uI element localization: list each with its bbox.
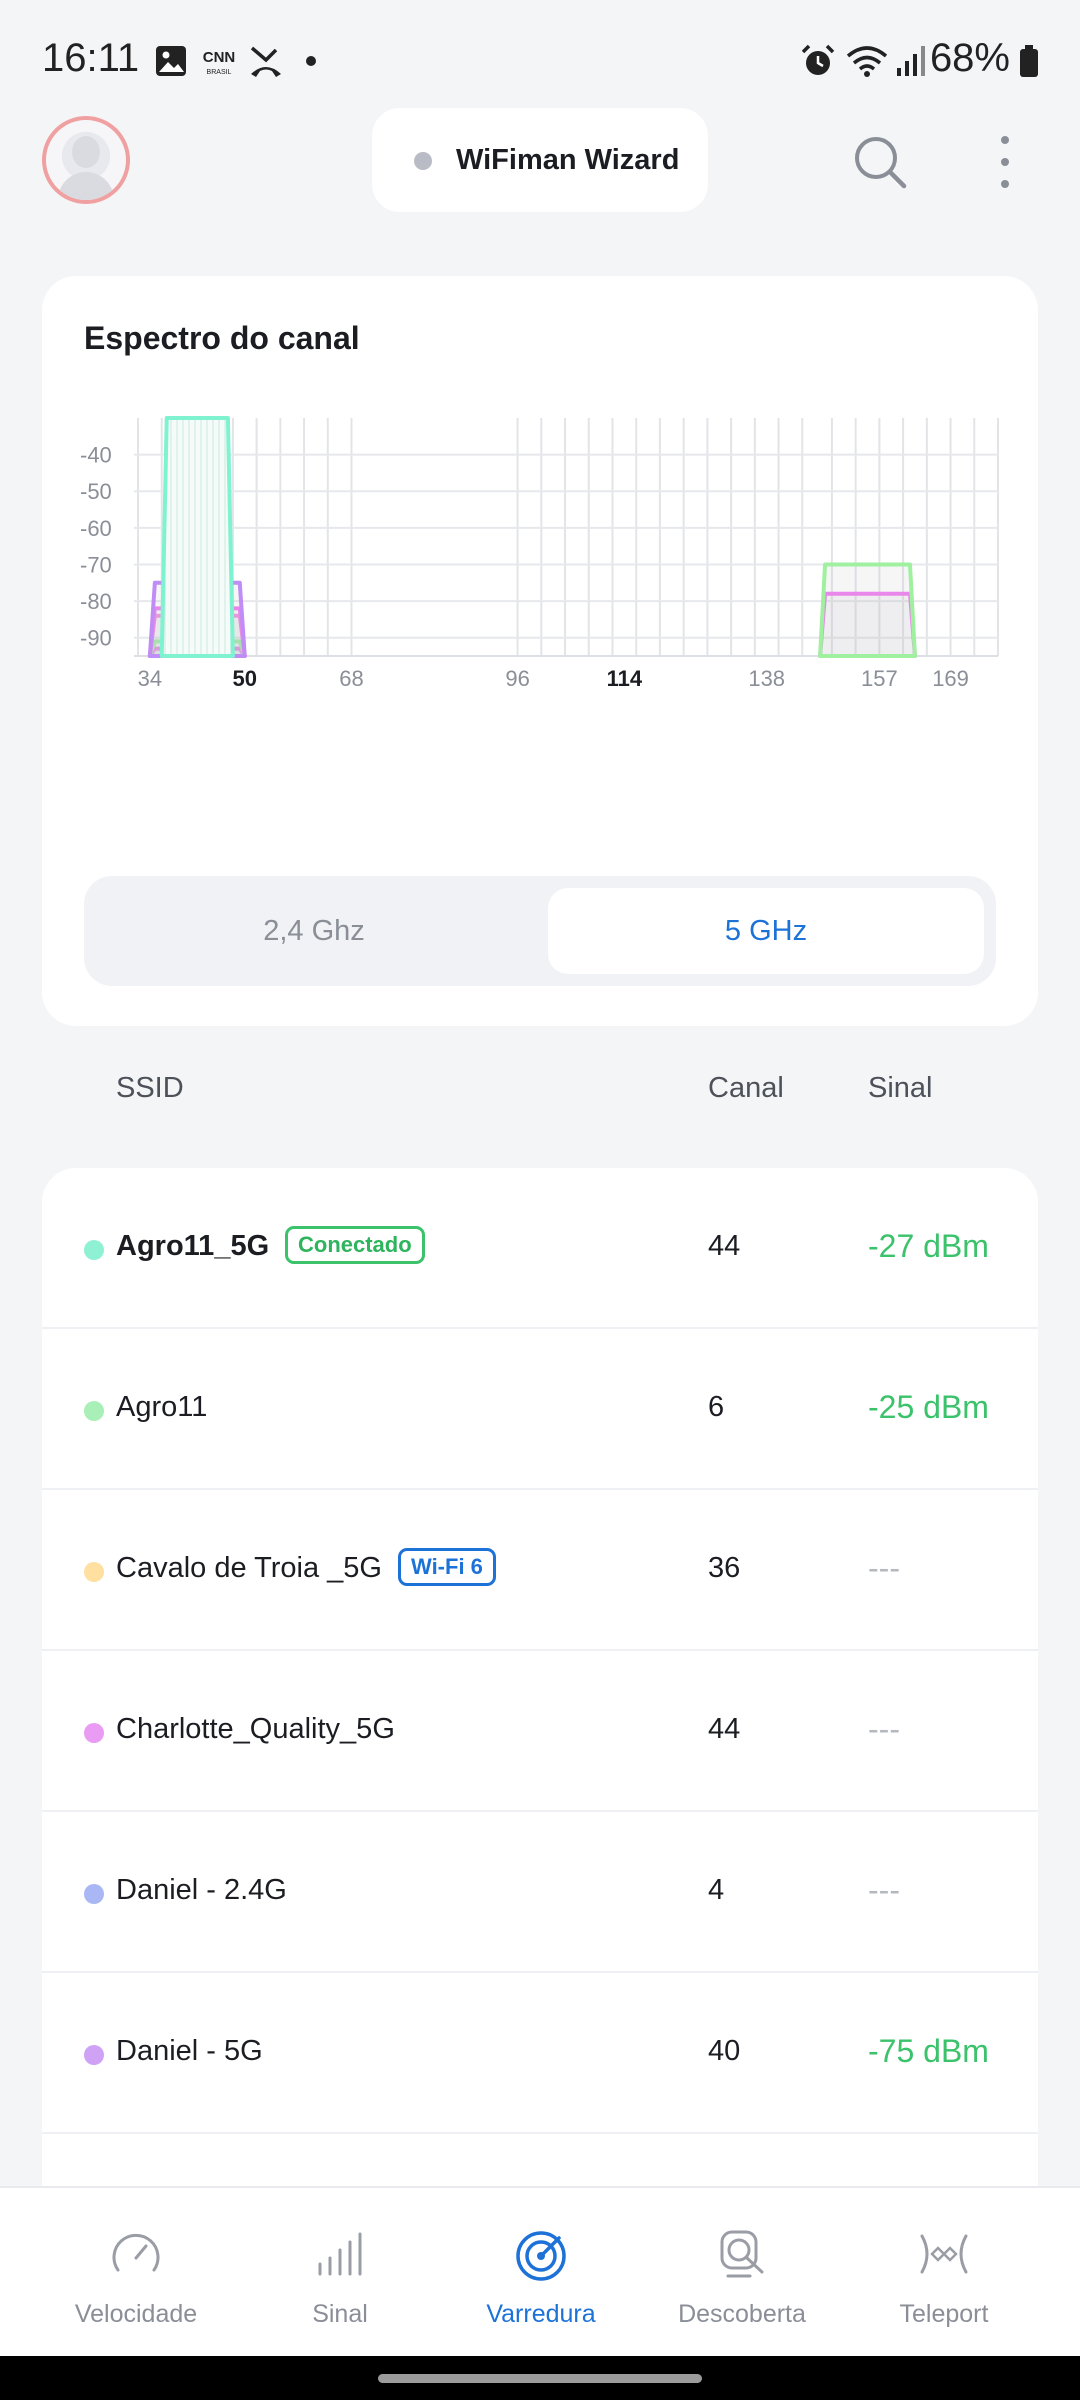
speedometer-icon — [112, 2233, 160, 2272]
chart-x-tick-label: 34 — [138, 666, 162, 691]
network-row[interactable]: Daniel - 2.4G 4 --- — [42, 1812, 1038, 1973]
network-color-dot — [84, 1884, 104, 1904]
network-color-dot — [84, 1240, 104, 1260]
network-signal: -27 dBm — [868, 1228, 989, 1264]
chart-y-tick-label: -70 — [80, 552, 112, 577]
network-ssid: Daniel - 2.4G — [116, 1874, 287, 1906]
network-signal: --- — [868, 1711, 900, 1747]
signal-bars-icon — [318, 2232, 362, 2276]
connected-badge: Conectado — [285, 1226, 425, 1264]
chart-x-tick-label: 138 — [748, 666, 785, 691]
column-header-canal[interactable]: Canal — [708, 1072, 784, 1104]
band-option-5ghz[interactable]: 5 GHz — [548, 888, 984, 974]
network-ssid: Daniel - 5G — [116, 2035, 263, 2067]
wifiman-wizard-button[interactable]: WiFiman Wizard — [372, 108, 708, 212]
bottom-navigation: Velocidade Sinal Varredura Descoberta Te… — [0, 2186, 1080, 2356]
network-signal: --- — [868, 1872, 900, 1908]
nav-label-sinal: Sinal — [312, 2300, 368, 2328]
chart-x-tick-label: 96 — [505, 666, 529, 691]
column-header-ssid[interactable]: SSID — [116, 1072, 184, 1104]
network-signal: --- — [868, 1550, 900, 1586]
chart-x-tick-label: 50 — [233, 666, 257, 691]
wizard-label: WiFiman Wizard — [456, 144, 680, 176]
wifi6-badge: Wi-Fi 6 — [398, 1548, 496, 1586]
status-bar: 16:11 CNN BRASIL 68% — [0, 0, 1080, 120]
chart-y-tick-label: -40 — [80, 443, 112, 468]
svg-text:CNN: CNN — [203, 49, 236, 66]
gallery-icon — [156, 46, 186, 76]
network-channel: 6 — [708, 1391, 725, 1423]
battery-percentage: 68% — [929, 36, 1010, 80]
nav-item-sinal[interactable]: Sinal — [240, 2188, 440, 2358]
nav-label-teleport: Teleport — [899, 2300, 989, 2328]
home-indicator[interactable] — [378, 2374, 702, 2383]
nav-label-varredura: Varredura — [486, 2300, 596, 2328]
missed-call-icon — [250, 46, 281, 77]
network-ssid: Agro11_5G — [116, 1230, 270, 1262]
wifi-icon — [846, 46, 888, 77]
battery-icon — [1020, 45, 1038, 77]
cell-signal-icon — [897, 46, 925, 76]
network-row[interactable]: Agro11 6 -25 dBm — [42, 1329, 1038, 1490]
nav-label-descoberta: Descoberta — [678, 2300, 806, 2328]
band-toggle: 2,4 Ghz 5 GHz — [84, 876, 996, 986]
cnn-brasil-icon: CNN BRASIL — [203, 49, 236, 76]
chart-x-tick-label: 114 — [607, 666, 643, 691]
network-row[interactable]: Agro11_5G Conectado 44 -27 dBm — [42, 1168, 1038, 1329]
network-channel: 44 — [708, 1713, 741, 1745]
network-list: Agro11_5G Conectado 44 -27 dBm Agro11 6 -25 dB… — [42, 1168, 1038, 2188]
chart-y-tick-label: -80 — [80, 589, 112, 614]
nav-item-teleport[interactable]: Teleport — [844, 2188, 1044, 2358]
chart-y-tick-label: -50 — [80, 479, 112, 504]
avatar[interactable] — [42, 116, 130, 204]
column-header-sinal[interactable]: Sinal — [868, 1072, 933, 1104]
teleport-icon — [920, 2234, 968, 2274]
network-signal: -25 dBm — [868, 1389, 989, 1425]
device-search-icon — [720, 2230, 764, 2278]
network-ssid: Cavalo de Troia _5G — [116, 1552, 382, 1584]
network-row[interactable]: Daniel - 5G 40 -75 dBm — [42, 1973, 1038, 2134]
band-option-2-4ghz[interactable]: 2,4 Ghz — [263, 915, 365, 947]
search-icon[interactable] — [852, 134, 908, 190]
status-time: 16:11 — [42, 36, 140, 80]
chart-y-tick-label: -90 — [80, 626, 112, 651]
system-navigation-bar — [0, 2356, 1080, 2400]
alarm-icon — [801, 44, 835, 75]
chart-x-tick-label: 68 — [339, 666, 363, 691]
network-color-dot — [84, 1401, 104, 1421]
network-signal: -75 dBm — [868, 2033, 989, 2069]
notification-dot-icon — [306, 56, 316, 66]
avatar-head-shape — [72, 136, 100, 168]
nav-item-varredura[interactable]: Varredura — [441, 2188, 641, 2358]
wizard-status-dot — [414, 152, 432, 170]
avatar-body-shape — [58, 172, 114, 200]
nav-item-velocidade[interactable]: Velocidade — [36, 2188, 236, 2358]
network-color-dot — [84, 1562, 104, 1582]
network-channel: 36 — [708, 1552, 741, 1584]
chart-x-tick-label: 157 — [861, 666, 898, 691]
network-channel: 4 — [708, 1874, 725, 1906]
channel-spectrum-card: Espectro do canal -40 -50 -60 -70 -80 -90 34 50… — [42, 276, 1038, 1026]
chart-y-tick-label: -60 — [80, 516, 112, 541]
network-color-dot — [84, 1723, 104, 1743]
network-color-dot — [84, 2045, 104, 2065]
network-row[interactable]: Charlotte_Quality_5G 44 --- — [42, 1651, 1038, 1812]
radar-icon — [516, 2231, 566, 2281]
svg-text:BRASIL: BRASIL — [207, 69, 232, 76]
nav-label-velocidade: Velocidade — [74, 2300, 198, 2328]
network-ssid: Agro11 — [116, 1391, 208, 1423]
chart-channel-trapezoid — [159, 416, 235, 658]
network-row[interactable]: Cavalo de Troia _5G Wi-Fi 6 36 --- — [42, 1490, 1038, 1651]
more-vert-icon[interactable] — [990, 134, 1020, 190]
chart-x-tick-label: 169 — [932, 666, 969, 691]
network-channel: 44 — [708, 1230, 741, 1262]
network-ssid: Charlotte_Quality_5G — [116, 1713, 395, 1745]
channel-spectrum-chart: -40 -50 -60 -70 -80 -90 34 50 68 96 114 138 157 169 — [80, 416, 999, 691]
nav-item-descoberta[interactable]: Descoberta — [642, 2188, 842, 2358]
network-channel: 40 — [708, 2035, 741, 2067]
chart-channel-trapezoid — [818, 562, 917, 658]
spectrum-title: Espectro do canal — [84, 320, 360, 356]
